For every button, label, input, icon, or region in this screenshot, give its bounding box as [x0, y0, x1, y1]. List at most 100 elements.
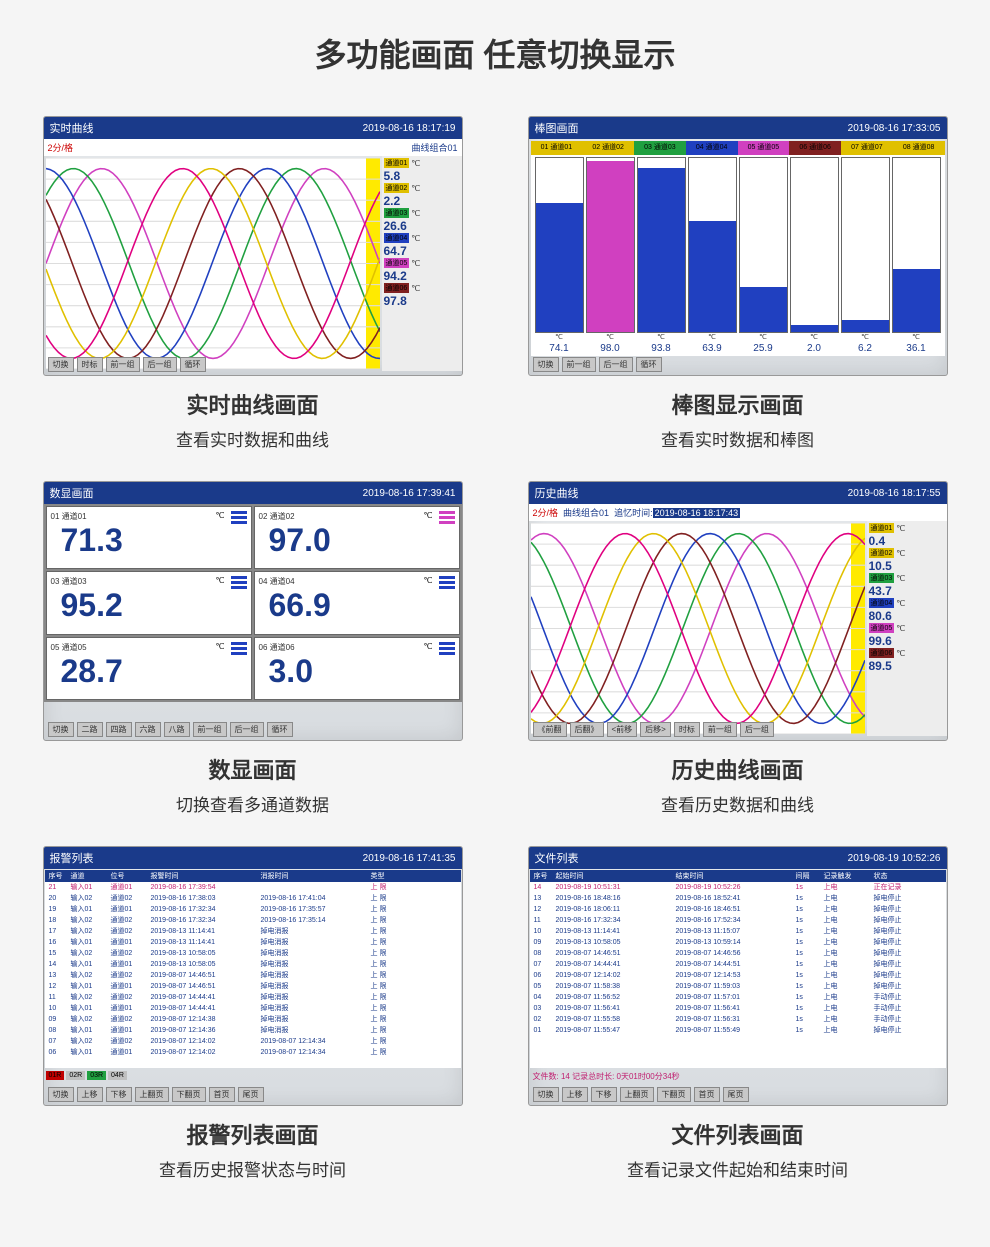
- button-循环[interactable]: 循环: [636, 357, 662, 372]
- table-row[interactable]: 032019-08-07 11:56:412019-08-07 11:56:41…: [530, 1003, 946, 1014]
- timestamp: 2019-08-16 17:33:05: [848, 123, 941, 134]
- button-上移[interactable]: 上移: [562, 1087, 588, 1102]
- titlebar: 实时曲线 2019-08-16 18:17:19: [44, 117, 462, 139]
- button-切换[interactable]: 切换: [533, 1087, 559, 1102]
- curve-plot: [46, 158, 380, 369]
- button-bar: 切换上移下移上翻页下翻页首页尾页: [44, 1087, 462, 1102]
- panel-files: 文件列表2019-08-19 10:52:26 序号起始时间结束时间间隔记录触发…: [525, 846, 950, 1181]
- table-row[interactable]: 17输入02通道022019-08-13 11:14:41掉电消报上 限: [45, 926, 461, 937]
- button-下翻页[interactable]: 下翻页: [172, 1087, 206, 1102]
- button-后一组[interactable]: 后一组: [143, 357, 177, 372]
- panel-history: 历史曲线2019-08-16 18:17:55 2分/格 曲线组合01 追忆时间…: [525, 481, 950, 816]
- table-row[interactable]: 21输入01通道012019-08-16 17:39:54上 限: [45, 882, 461, 893]
- table-row[interactable]: 042019-08-07 11:56:522019-08-07 11:57:01…: [530, 992, 946, 1003]
- table-row[interactable]: 012019-08-07 11:55:472019-08-07 11:55:49…: [530, 1025, 946, 1036]
- button-后一组[interactable]: 后一组: [230, 722, 264, 737]
- bar-column: ℃36.1: [892, 157, 941, 354]
- button-上移[interactable]: 上移: [77, 1087, 103, 1102]
- bar-header-cell: 07 通道07: [841, 141, 893, 155]
- table-row[interactable]: 022019-08-07 11:55:582019-08-07 11:56:31…: [530, 1014, 946, 1025]
- button-尾页[interactable]: 尾页: [723, 1087, 749, 1102]
- button-bar: 切换上移下移上翻页下翻页首页尾页: [529, 1087, 947, 1102]
- table-row[interactable]: 112019-08-16 17:32:342019-08-16 17:52:34…: [530, 915, 946, 926]
- screen-title: 棒图画面: [535, 120, 579, 136]
- table-row[interactable]: 20输入02通道022019-08-16 17:38:032019-08-16 …: [45, 893, 461, 904]
- button-时标[interactable]: 时标: [674, 722, 700, 737]
- button-前一组[interactable]: 前一组: [193, 722, 227, 737]
- table-row[interactable]: 15输入02通道022019-08-13 10:58:05掉电消报上 限: [45, 948, 461, 959]
- table-row[interactable]: 082019-08-07 14:46:512019-08-07 14:46:56…: [530, 948, 946, 959]
- panel-title: 报警列表画面: [186, 1118, 318, 1150]
- table-row[interactable]: 072019-08-07 14:44:412019-08-07 14:44:51…: [530, 959, 946, 970]
- panel-title: 数显画面: [208, 753, 296, 785]
- panel-subtitle: 查看实时数据和曲线: [176, 426, 329, 451]
- table-row[interactable]: 122019-08-16 18:06:112019-08-16 18:46:51…: [530, 904, 946, 915]
- col-header: 记录触发: [822, 871, 872, 881]
- button-切换[interactable]: 切换: [48, 357, 74, 372]
- col-header: 序号: [47, 871, 69, 881]
- table-row[interactable]: 062019-08-07 12:14:022019-08-07 12:14:53…: [530, 970, 946, 981]
- button-下移[interactable]: 下移: [106, 1087, 132, 1102]
- table-row[interactable]: 142019-08-19 10:51:312019-08-19 10:52:26…: [530, 882, 946, 893]
- table-row[interactable]: 16输入01通道012019-08-13 11:14:41掉电消报上 限: [45, 937, 461, 948]
- button-上翻页[interactable]: 上翻页: [620, 1087, 654, 1102]
- table-row[interactable]: 132019-08-16 18:48:162019-08-16 18:52:41…: [530, 893, 946, 904]
- button-四路[interactable]: 四路: [106, 722, 132, 737]
- table-row[interactable]: 092019-08-13 10:58:052019-08-13 10:59:14…: [530, 937, 946, 948]
- timestamp: 2019-08-19 10:52:26: [848, 853, 941, 864]
- button-下翻页[interactable]: 下翻页: [657, 1087, 691, 1102]
- button-上翻页[interactable]: 上翻页: [135, 1087, 169, 1102]
- button-循环[interactable]: 循环: [267, 722, 293, 737]
- channel-readout: 通道06℃89.5: [869, 648, 945, 673]
- table-row[interactable]: 11输入02通道022019-08-07 14:44:41掉电消报上 限: [45, 992, 461, 1003]
- digital-grid: 01 通道01℃71.302 通道02℃97.003 通道03℃95.204 通…: [44, 504, 462, 702]
- table-row[interactable]: 102019-08-13 11:14:412019-08-13 11:15:07…: [530, 926, 946, 937]
- button-切换[interactable]: 切换: [533, 357, 559, 372]
- main-title: 多功能画面 任意切换显示: [40, 30, 950, 76]
- table-row[interactable]: 08输入01通道012019-08-07 12:14:36掉电消报上 限: [45, 1025, 461, 1036]
- bar-column: ℃98.0: [586, 157, 635, 354]
- button-《前翻[interactable]: 《前翻: [533, 722, 567, 737]
- button-时标[interactable]: 时标: [77, 357, 103, 372]
- table-row[interactable]: 09输入02通道022019-08-07 12:14:38掉电消报上 限: [45, 1014, 461, 1025]
- button-首页[interactable]: 首页: [694, 1087, 720, 1102]
- col-header: 报警时间: [149, 871, 259, 881]
- button-八路[interactable]: 八路: [164, 722, 190, 737]
- panel-subtitle: 查看实时数据和棒图: [661, 426, 814, 451]
- button-二路[interactable]: 二路: [77, 722, 103, 737]
- channel-readout: 通道01℃0.4: [869, 523, 945, 548]
- digital-cell: 06 通道06℃3.0: [254, 637, 460, 700]
- bar-column: ℃63.9: [688, 157, 737, 354]
- button-首页[interactable]: 首页: [209, 1087, 235, 1102]
- button-后一组[interactable]: 后一组: [740, 722, 774, 737]
- panel-title: 棒图显示画面: [671, 388, 803, 420]
- timestamp: 2019-08-16 18:17:19: [363, 123, 456, 134]
- table-row[interactable]: 10输入01通道012019-08-07 14:44:41掉电消报上 限: [45, 1003, 461, 1014]
- table-row[interactable]: 12输入01通道012019-08-07 14:46:51掉电消报上 限: [45, 981, 461, 992]
- button-六路[interactable]: 六路: [135, 722, 161, 737]
- curve-plot: [531, 523, 865, 734]
- button-尾页[interactable]: 尾页: [238, 1087, 264, 1102]
- button-后移>[interactable]: 后移>: [640, 722, 671, 737]
- button-切换[interactable]: 切换: [48, 722, 74, 737]
- screen-title: 实时曲线: [50, 120, 94, 136]
- screen-history: 历史曲线2019-08-16 18:17:55 2分/格 曲线组合01 追忆时间…: [528, 481, 948, 741]
- button-后翻》[interactable]: 后翻》: [570, 722, 604, 737]
- timestamp: 2019-08-16 17:41:35: [363, 853, 456, 864]
- button-切换[interactable]: 切换: [48, 1087, 74, 1102]
- table-row[interactable]: 14输入01通道012019-08-13 10:58:05掉电消报上 限: [45, 959, 461, 970]
- table-row[interactable]: 052019-08-07 11:58:382019-08-07 11:59:03…: [530, 981, 946, 992]
- table-row[interactable]: 19输入01通道012019-08-16 17:32:342019-08-16 …: [45, 904, 461, 915]
- table-row[interactable]: 07输入02通道022019-08-07 12:14:022019-08-07 …: [45, 1036, 461, 1047]
- table-row[interactable]: 13输入02通道022019-08-07 14:46:51掉电消报上 限: [45, 970, 461, 981]
- button-后一组[interactable]: 后一组: [599, 357, 633, 372]
- table-row[interactable]: 18输入02通道022019-08-16 17:32:342019-08-16 …: [45, 915, 461, 926]
- button-循环[interactable]: 循环: [180, 357, 206, 372]
- table-row[interactable]: 06输入01通道012019-08-07 12:14:022019-08-07 …: [45, 1047, 461, 1058]
- button-前一组[interactable]: 前一组: [703, 722, 737, 737]
- panel-title: 文件列表画面: [671, 1118, 803, 1150]
- button-前一组[interactable]: 前一组: [562, 357, 596, 372]
- button-下移[interactable]: 下移: [591, 1087, 617, 1102]
- button-<前移[interactable]: <前移: [607, 722, 638, 737]
- button-前一组[interactable]: 前一组: [106, 357, 140, 372]
